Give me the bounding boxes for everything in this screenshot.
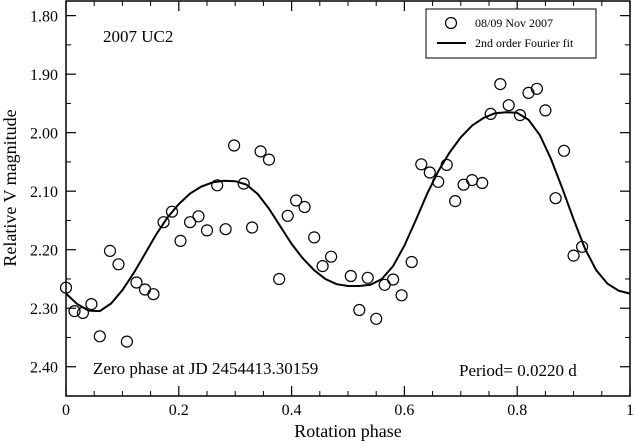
y-tick-label: 2.40	[30, 360, 58, 377]
data-point	[262, 153, 276, 166]
data-point	[308, 231, 321, 244]
data-point	[513, 108, 527, 122]
data-point	[112, 258, 125, 271]
x-tick-label: 1	[626, 402, 634, 419]
data-point	[298, 200, 311, 214]
data-point	[502, 99, 515, 112]
fourier-fit-line	[65, 111, 631, 313]
data-point	[387, 273, 400, 286]
data-point	[68, 305, 81, 318]
y-tick-label: 1.90	[30, 67, 58, 84]
data-point	[325, 250, 338, 263]
data-point	[395, 289, 408, 302]
data-point	[184, 216, 197, 229]
y-tick-label: 2.30	[30, 301, 58, 318]
chart-title: 2007 UC2	[103, 27, 173, 46]
data-point	[85, 298, 98, 311]
data-point	[211, 179, 224, 192]
legend-circle-marker	[444, 16, 458, 30]
data-point	[237, 177, 250, 190]
data-point	[246, 221, 259, 234]
data-point	[316, 260, 329, 273]
data-point	[539, 104, 552, 117]
data-point	[192, 210, 205, 223]
data-point	[254, 145, 267, 158]
data-point	[273, 272, 286, 286]
data-point	[174, 234, 187, 247]
legend: 08/09 Nov 2007 2nd order Fourier fit	[425, 8, 597, 59]
data-point	[76, 306, 90, 319]
data-point	[200, 224, 214, 237]
data-point	[370, 312, 383, 325]
data-point	[147, 288, 160, 301]
data-point	[93, 330, 106, 343]
zero-phase-annotation: Zero phase at JD 2454413.30159	[93, 359, 318, 378]
data-point	[575, 240, 589, 253]
legend-label-fit: 2nd order Fourier fit	[475, 36, 574, 50]
legend-box	[425, 8, 597, 59]
x-tick-label: 0	[62, 402, 70, 419]
data-point	[405, 255, 418, 269]
data-point	[494, 77, 507, 91]
data-point	[165, 205, 179, 218]
data-point	[440, 158, 453, 171]
data-point	[549, 192, 562, 205]
data-point	[415, 158, 428, 171]
y-tick-label: 1.80	[30, 9, 58, 26]
data-point	[103, 244, 117, 257]
data-point	[290, 194, 303, 207]
data-point	[157, 216, 170, 229]
data-point	[344, 269, 357, 283]
data-point	[530, 82, 544, 95]
data-point	[353, 303, 366, 317]
data-point	[484, 107, 497, 121]
y-tick-label: 2.00	[30, 126, 58, 143]
x-tick-label: 0.8	[507, 402, 527, 419]
data-point	[281, 209, 294, 222]
x-axis-label: Rotation phase	[294, 421, 401, 441]
x-tick-label: 0.4	[282, 402, 302, 419]
axis-ticks: 0 0.2 0.4 0.6 0.8 1 1.80 1.90 2.00 2.10 2.20 2.30 2.…	[30, 1, 634, 419]
y-axis-label: Relative V magnitude	[0, 109, 20, 266]
x-tick-label: 0.2	[169, 402, 189, 419]
data-point	[423, 166, 436, 179]
data-point	[476, 176, 489, 190]
data-point	[361, 271, 374, 284]
data-point	[567, 249, 580, 262]
data-point	[228, 139, 241, 152]
y-tick-label: 2.20	[30, 243, 58, 260]
x-tick-label: 0.6	[394, 402, 414, 419]
y-tick-label: 2.10	[30, 184, 58, 201]
data-point	[449, 195, 462, 208]
data-point	[59, 281, 73, 294]
data-point	[219, 223, 232, 236]
data-point	[130, 276, 143, 289]
data-point	[432, 175, 445, 188]
period-annotation: Period= 0.0220 d	[459, 361, 577, 380]
observation-points	[59, 77, 589, 348]
data-point	[557, 144, 571, 157]
data-point	[120, 335, 134, 348]
legend-label-observations: 08/09 Nov 2007	[475, 16, 553, 30]
